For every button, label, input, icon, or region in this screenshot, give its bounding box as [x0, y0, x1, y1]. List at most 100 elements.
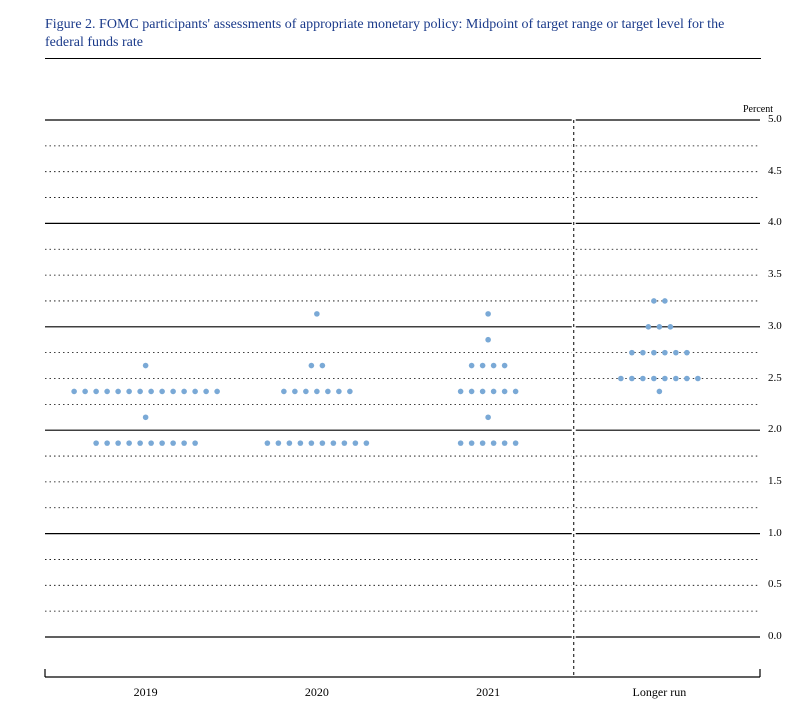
dot — [148, 389, 154, 395]
y-tick-label: 2.0 — [768, 423, 782, 435]
y-tick-label: 4.5 — [768, 165, 782, 177]
dot — [480, 389, 486, 395]
dot — [104, 440, 110, 446]
dot — [491, 363, 497, 369]
dot — [309, 363, 315, 369]
dot-plot — [0, 0, 801, 711]
dot — [668, 324, 674, 330]
y-tick-label: 5.0 — [768, 113, 782, 125]
dot — [292, 389, 298, 395]
dot — [662, 298, 668, 304]
dot — [485, 311, 491, 317]
dot — [192, 440, 198, 446]
dot — [170, 440, 176, 446]
dot — [480, 440, 486, 446]
dot — [480, 363, 486, 369]
dot — [320, 363, 326, 369]
dot — [502, 363, 508, 369]
dot — [485, 414, 491, 420]
dot — [309, 440, 315, 446]
dot — [126, 440, 132, 446]
dot — [469, 363, 475, 369]
dot — [104, 389, 110, 395]
dot — [93, 440, 99, 446]
dot — [181, 389, 187, 395]
dot — [342, 440, 348, 446]
dot — [181, 440, 187, 446]
dot — [143, 414, 149, 420]
dot — [137, 440, 143, 446]
dot — [684, 376, 690, 382]
dot — [646, 324, 652, 330]
dot — [336, 389, 342, 395]
dot — [115, 440, 121, 446]
dot — [214, 389, 220, 395]
dot — [148, 440, 154, 446]
dot — [673, 376, 679, 382]
dot — [364, 440, 370, 446]
dot — [502, 440, 508, 446]
y-tick-label: 0.5 — [768, 578, 782, 590]
dot — [303, 389, 309, 395]
y-tick-label: 0.0 — [768, 630, 782, 642]
dot — [347, 389, 353, 395]
dot — [159, 440, 165, 446]
y-tick-label: 3.5 — [768, 268, 782, 280]
dot — [137, 389, 143, 395]
y-tick-label: 3.0 — [768, 320, 782, 332]
dot — [618, 376, 624, 382]
dot — [469, 440, 475, 446]
dot — [640, 376, 646, 382]
dot — [325, 389, 331, 395]
x-tick-label: Longer run — [633, 685, 687, 700]
dot — [458, 389, 464, 395]
dot — [126, 389, 132, 395]
dot — [513, 389, 519, 395]
y-tick-label: 2.5 — [768, 372, 782, 384]
dot — [298, 440, 304, 446]
dot — [192, 389, 198, 395]
dot — [629, 376, 635, 382]
dot — [651, 376, 657, 382]
dot — [485, 337, 491, 343]
dot — [662, 350, 668, 356]
dot — [71, 389, 77, 395]
dot — [629, 350, 635, 356]
dot — [170, 389, 176, 395]
dot — [657, 389, 663, 395]
dot — [115, 389, 121, 395]
dot — [265, 440, 271, 446]
dot — [673, 350, 679, 356]
dot — [684, 350, 690, 356]
dot — [662, 376, 668, 382]
dot — [82, 389, 88, 395]
dot — [491, 389, 497, 395]
dot — [287, 440, 293, 446]
dot — [502, 389, 508, 395]
dot — [491, 440, 497, 446]
dot — [276, 440, 282, 446]
dot — [320, 440, 326, 446]
y-tick-label: 1.5 — [768, 475, 782, 487]
x-tick-label: 2019 — [134, 685, 158, 700]
dot — [93, 389, 99, 395]
dot — [651, 350, 657, 356]
dot — [513, 440, 519, 446]
dot — [314, 311, 320, 317]
y-tick-label: 1.0 — [768, 527, 782, 539]
y-tick-label: 4.0 — [768, 216, 782, 228]
dot — [203, 389, 209, 395]
dot — [314, 389, 320, 395]
dot — [695, 376, 701, 382]
x-tick-label: 2021 — [476, 685, 500, 700]
dot — [353, 440, 359, 446]
dot — [657, 324, 663, 330]
dot — [331, 440, 337, 446]
dot — [651, 298, 657, 304]
dot — [458, 440, 464, 446]
x-tick-label: 2020 — [305, 685, 329, 700]
dot — [143, 363, 149, 369]
dot — [640, 350, 646, 356]
dot — [159, 389, 165, 395]
dot — [469, 389, 475, 395]
